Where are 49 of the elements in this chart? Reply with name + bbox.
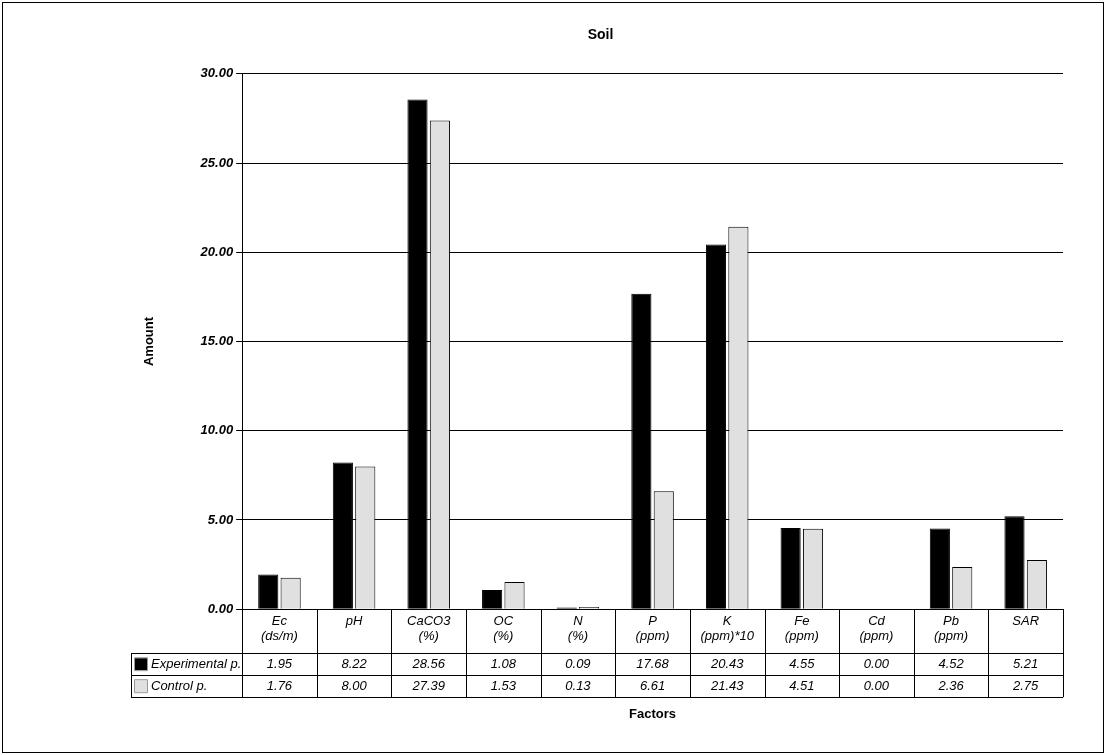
data-label: 0.00 [863, 655, 890, 671]
y-tick-label: 0.00 [207, 600, 234, 616]
data-label: 4.55 [789, 655, 816, 671]
data-label: 1.08 [490, 655, 517, 671]
x-tick-label: pH [344, 612, 363, 628]
data-label: 1.53 [490, 677, 517, 693]
data-label: 4.51 [789, 677, 815, 693]
x-tick-label: P (ppm) [635, 612, 670, 644]
y-tick-label: 20.00 [199, 243, 234, 259]
data-label: 4.52 [938, 655, 965, 671]
data-label: 20.43 [709, 655, 745, 671]
x-tick-label: Cd (ppm) [859, 612, 894, 644]
y-tick-label: 15.00 [200, 333, 234, 349]
y-tick-label: 25.00 [199, 154, 234, 170]
data-label: 21.43 [709, 677, 745, 693]
data-label: 8.00 [341, 677, 368, 693]
x-tick-label: OC (%) [493, 612, 514, 644]
legend-label: Control p. [151, 677, 208, 693]
data-label: 17.68 [636, 655, 670, 671]
x-tick-label: CaCO3 (%) [407, 612, 452, 644]
x-tick-label: K (ppm)*10 [700, 612, 755, 644]
x-tick-label: Pb (ppm) [934, 612, 969, 644]
legend-label: Experimental p. [151, 655, 242, 671]
x-tick-label: SAR [1012, 612, 1040, 628]
x-axis-title: Factors [629, 705, 677, 721]
data-label: 2.36 [937, 677, 965, 693]
data-label: 1.76 [266, 677, 293, 693]
bar [258, 574, 279, 609]
y-tick-label: 10.00 [200, 422, 234, 438]
bar [780, 528, 801, 609]
data-label: 28.56 [411, 655, 446, 671]
y-tick-label: 30.00 [200, 65, 234, 81]
data-label: 8.22 [341, 655, 368, 671]
data-label: 27.39 [411, 677, 445, 693]
y-tick-label: 5.00 [207, 511, 234, 527]
x-tick-label: N (%) [567, 612, 589, 644]
data-label: 0.09 [565, 655, 591, 671]
data-label: 1.95 [266, 655, 293, 671]
data-label: 0.00 [863, 677, 890, 693]
chart-title: Soil [587, 26, 614, 43]
bar [482, 589, 503, 609]
x-tick-label: Fe (ppm) [784, 612, 819, 644]
data-label: 5.21 [1013, 655, 1039, 671]
x-tick-label: Ec (ds/m) [261, 612, 298, 644]
bar [929, 528, 950, 609]
data-label: 6.61 [639, 677, 666, 693]
data-label: 0.13 [565, 677, 592, 693]
data-label: 2.75 [1012, 677, 1040, 693]
y-axis-title: Amount [141, 316, 157, 367]
